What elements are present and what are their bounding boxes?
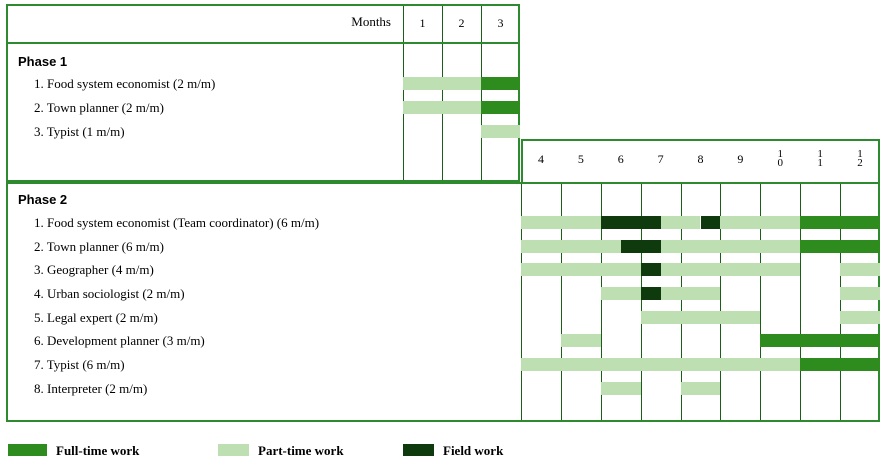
gantt-bar-part <box>481 125 520 138</box>
gantt-bar-part <box>521 263 641 276</box>
gantt-bar-full <box>481 77 520 90</box>
month-label-digit: 1 <box>777 148 784 160</box>
gantt-bar-part <box>660 263 801 276</box>
grid-line-vertical <box>560 184 562 420</box>
gantt-bar-part <box>840 263 880 276</box>
gantt-bar-part <box>403 77 481 90</box>
month-header-cell: 7 <box>657 152 664 166</box>
gantt-bar-field <box>640 263 661 276</box>
gantt-bar-full <box>800 358 880 371</box>
task-label: 3. Geographer (4 m/m) <box>34 262 154 277</box>
gantt-bar-part <box>521 240 621 253</box>
months-1-3-header <box>6 4 520 44</box>
task-label: 1. Food system economist (2 m/m) <box>34 76 216 91</box>
gantt-bar-part <box>660 216 701 229</box>
phase-2-title: Phase 2 <box>18 192 68 207</box>
grid-line-vertical <box>760 184 762 420</box>
legend-label: Field work <box>443 443 504 458</box>
month-header-cell: 6 <box>617 152 624 166</box>
task-label: 8. Interpreter (2 m/m) <box>34 381 148 396</box>
phase-2-section <box>6 182 880 422</box>
task-label: 7. Typist (6 m/m) <box>34 357 125 372</box>
gantt-bar-full <box>481 101 520 114</box>
grid-line-vertical <box>481 6 482 42</box>
grid-line-vertical <box>720 184 722 420</box>
month-label-digit: 1 <box>817 157 823 169</box>
gantt-bar-part <box>600 287 641 300</box>
legend-label: Part-time work <box>258 443 344 458</box>
legend-swatch-full <box>8 444 47 456</box>
gantt-bar-part <box>600 382 641 395</box>
month-header-cell: 1 <box>419 16 426 30</box>
month-label-digit: 2 <box>857 157 863 169</box>
gantt-bar-part <box>720 216 801 229</box>
legend-swatch-field <box>403 444 434 456</box>
gantt-bar-part <box>403 101 481 114</box>
month-label-digit: 1 <box>817 148 823 160</box>
gantt-bar-field <box>700 216 721 229</box>
gantt-bar-full <box>800 216 880 229</box>
legend-label: Full-time work <box>56 443 140 458</box>
gantt-bar-field <box>600 216 661 229</box>
grid-line-vertical <box>442 6 443 42</box>
gantt-bar-part <box>660 240 801 253</box>
grid-line-vertical <box>840 184 842 420</box>
grid-line-vertical <box>680 184 682 420</box>
grid-line-vertical <box>640 184 642 420</box>
gantt-bar-part <box>660 287 721 300</box>
gantt-bar-part <box>680 382 721 395</box>
task-label: 2. Town planner (2 m/m) <box>34 100 164 115</box>
gantt-bar-full <box>800 240 880 253</box>
gantt-bar-field <box>640 287 661 300</box>
month-header-cell: 5 <box>577 152 584 166</box>
gantt-bar-part <box>840 311 880 324</box>
gantt-bar-part <box>840 287 880 300</box>
month-header-cell: 2 <box>458 16 465 30</box>
grid-line-vertical <box>521 184 522 420</box>
month-header-cell: 8 <box>697 152 704 166</box>
grid-line-vertical <box>800 184 802 420</box>
gantt-bar-part <box>560 334 601 347</box>
month-header-cell: 4 <box>537 152 544 166</box>
task-label: 1. Food system economist (Team coordinat… <box>34 215 320 230</box>
task-label: 6. Development planner (3 m/m) <box>34 333 205 348</box>
grid-line-vertical <box>600 184 602 420</box>
task-label: 2. Town planner (6 m/m) <box>34 239 164 254</box>
task-label: 4. Urban sociologist (2 m/m) <box>34 286 185 301</box>
month-header-cell: 9 <box>737 152 744 166</box>
gantt-bar-part <box>521 216 601 229</box>
gantt-bar-field <box>620 240 661 253</box>
task-label: 3. Typist (1 m/m) <box>34 124 125 139</box>
months-4-12-header <box>521 139 880 182</box>
gantt-bar-part <box>521 358 801 371</box>
month-label-digit: 0 <box>777 157 784 169</box>
months-header-label: Months <box>351 14 391 29</box>
task-label: 5. Legal expert (2 m/m) <box>34 310 158 325</box>
gantt-bar-full <box>760 334 880 347</box>
phase-1-title: Phase 1 <box>18 54 68 69</box>
month-header-cell: 3 <box>497 16 504 30</box>
month-label-digit: 1 <box>857 148 863 160</box>
grid-line-vertical <box>403 6 404 42</box>
legend-swatch-part <box>218 444 249 456</box>
gantt-bar-part <box>640 311 761 324</box>
